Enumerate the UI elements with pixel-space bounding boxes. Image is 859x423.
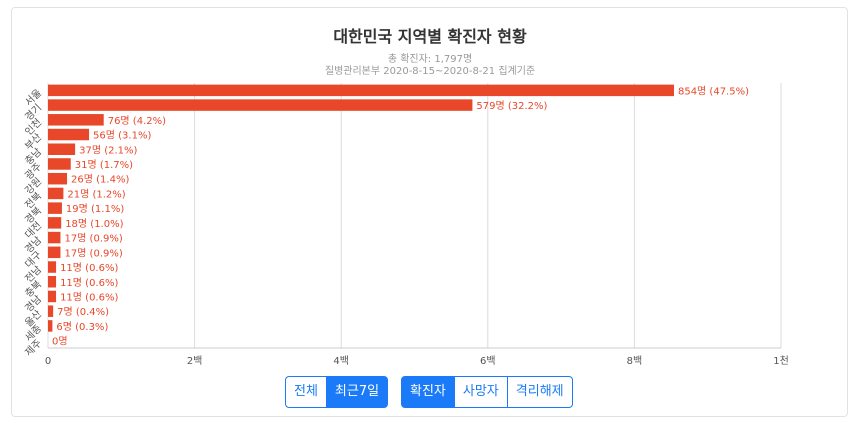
chart-subtitle-period: 질병관리본부 2020-8-15~2020-8-21 집계기준 — [325, 65, 535, 77]
released-button[interactable]: 격리해제 — [506, 376, 573, 408]
bar[interactable] — [48, 84, 674, 97]
bar-value-label: 17명 (0.9%) — [64, 247, 122, 259]
bar-value-label: 7명 (0.4%) — [57, 306, 109, 318]
bar[interactable] — [48, 143, 76, 155]
bar[interactable] — [48, 320, 53, 332]
x-tick-label: 4백 — [333, 355, 349, 367]
bar-value-label: 854명 (47.5%) — [678, 85, 749, 97]
metric-toggle-group: 확진자 사망자 격리해제 — [401, 376, 573, 408]
range-toggle-group: 전체 최근7일 — [285, 376, 389, 408]
x-tick-label: 6백 — [480, 355, 496, 367]
bar-value-label: 31명 (1.7%) — [75, 159, 133, 171]
bar[interactable] — [48, 231, 61, 244]
bar[interactable] — [48, 202, 62, 214]
bar-value-label: 0명 — [52, 336, 68, 348]
bar-value-label: 11명 (0.6%) — [60, 262, 118, 274]
bar[interactable] — [48, 246, 61, 259]
chart-subtitle-total: 총 확진자: 1,797명 — [388, 53, 472, 65]
chart-title: 대한민국 지역별 확진자 현황 — [333, 27, 527, 46]
bar-value-label: 579명 (32.2%) — [476, 100, 547, 112]
bar[interactable] — [48, 114, 104, 126]
last-7-days-button[interactable]: 최근7일 — [325, 376, 389, 408]
data-labels: 854명 (47.5%) 579명 (32.2%) 76명 (4.2%) 56명 (3… — [52, 85, 749, 347]
bar-value-label: 56명 (3.1%) — [93, 130, 151, 142]
bar-value-label: 6명 (0.3%) — [56, 321, 108, 333]
bar[interactable] — [48, 99, 473, 111]
bar-value-label: 11명 (0.6%) — [60, 277, 118, 289]
x-tick-label: 1천 — [773, 355, 789, 367]
bar[interactable] — [48, 217, 62, 229]
bar-value-label: 17명 (0.9%) — [64, 233, 122, 245]
grid-lines — [47, 83, 782, 349]
x-tick-label: 2백 — [187, 355, 203, 367]
bar[interactable] — [48, 305, 54, 317]
bar[interactable] — [48, 128, 90, 141]
bar-value-label: 19명 (1.1%) — [66, 203, 124, 215]
bars — [48, 84, 674, 332]
chart-card — [11, 7, 848, 417]
bar[interactable] — [48, 290, 57, 303]
x-tick-label: 8백 — [627, 355, 643, 367]
bar-value-label: 21명 (1.2%) — [67, 188, 125, 200]
bar-value-label: 18명 (1.0%) — [65, 218, 123, 230]
bar[interactable] — [48, 261, 57, 273]
bar-value-label: 37명 (2.1%) — [79, 144, 137, 156]
all-period-button[interactable]: 전체 — [285, 376, 327, 408]
bar-value-label: 76명 (4.2%) — [108, 115, 166, 127]
bar[interactable] — [48, 172, 68, 185]
bar[interactable] — [48, 276, 57, 288]
bar-value-label: 11명 (0.6%) — [60, 291, 118, 303]
deaths-button[interactable]: 사망자 — [453, 376, 508, 408]
x-tick-label: 0 — [45, 356, 51, 367]
bar-value-label: 26명 (1.4%) — [71, 174, 129, 186]
x-axis-labels: 0 2백 4백 6백 8백 1천 — [45, 355, 789, 367]
confirmed-button[interactable]: 확진자 — [401, 376, 455, 408]
bar[interactable] — [48, 158, 71, 170]
bar[interactable] — [48, 187, 64, 200]
y-category-label: 제주 — [23, 337, 45, 359]
